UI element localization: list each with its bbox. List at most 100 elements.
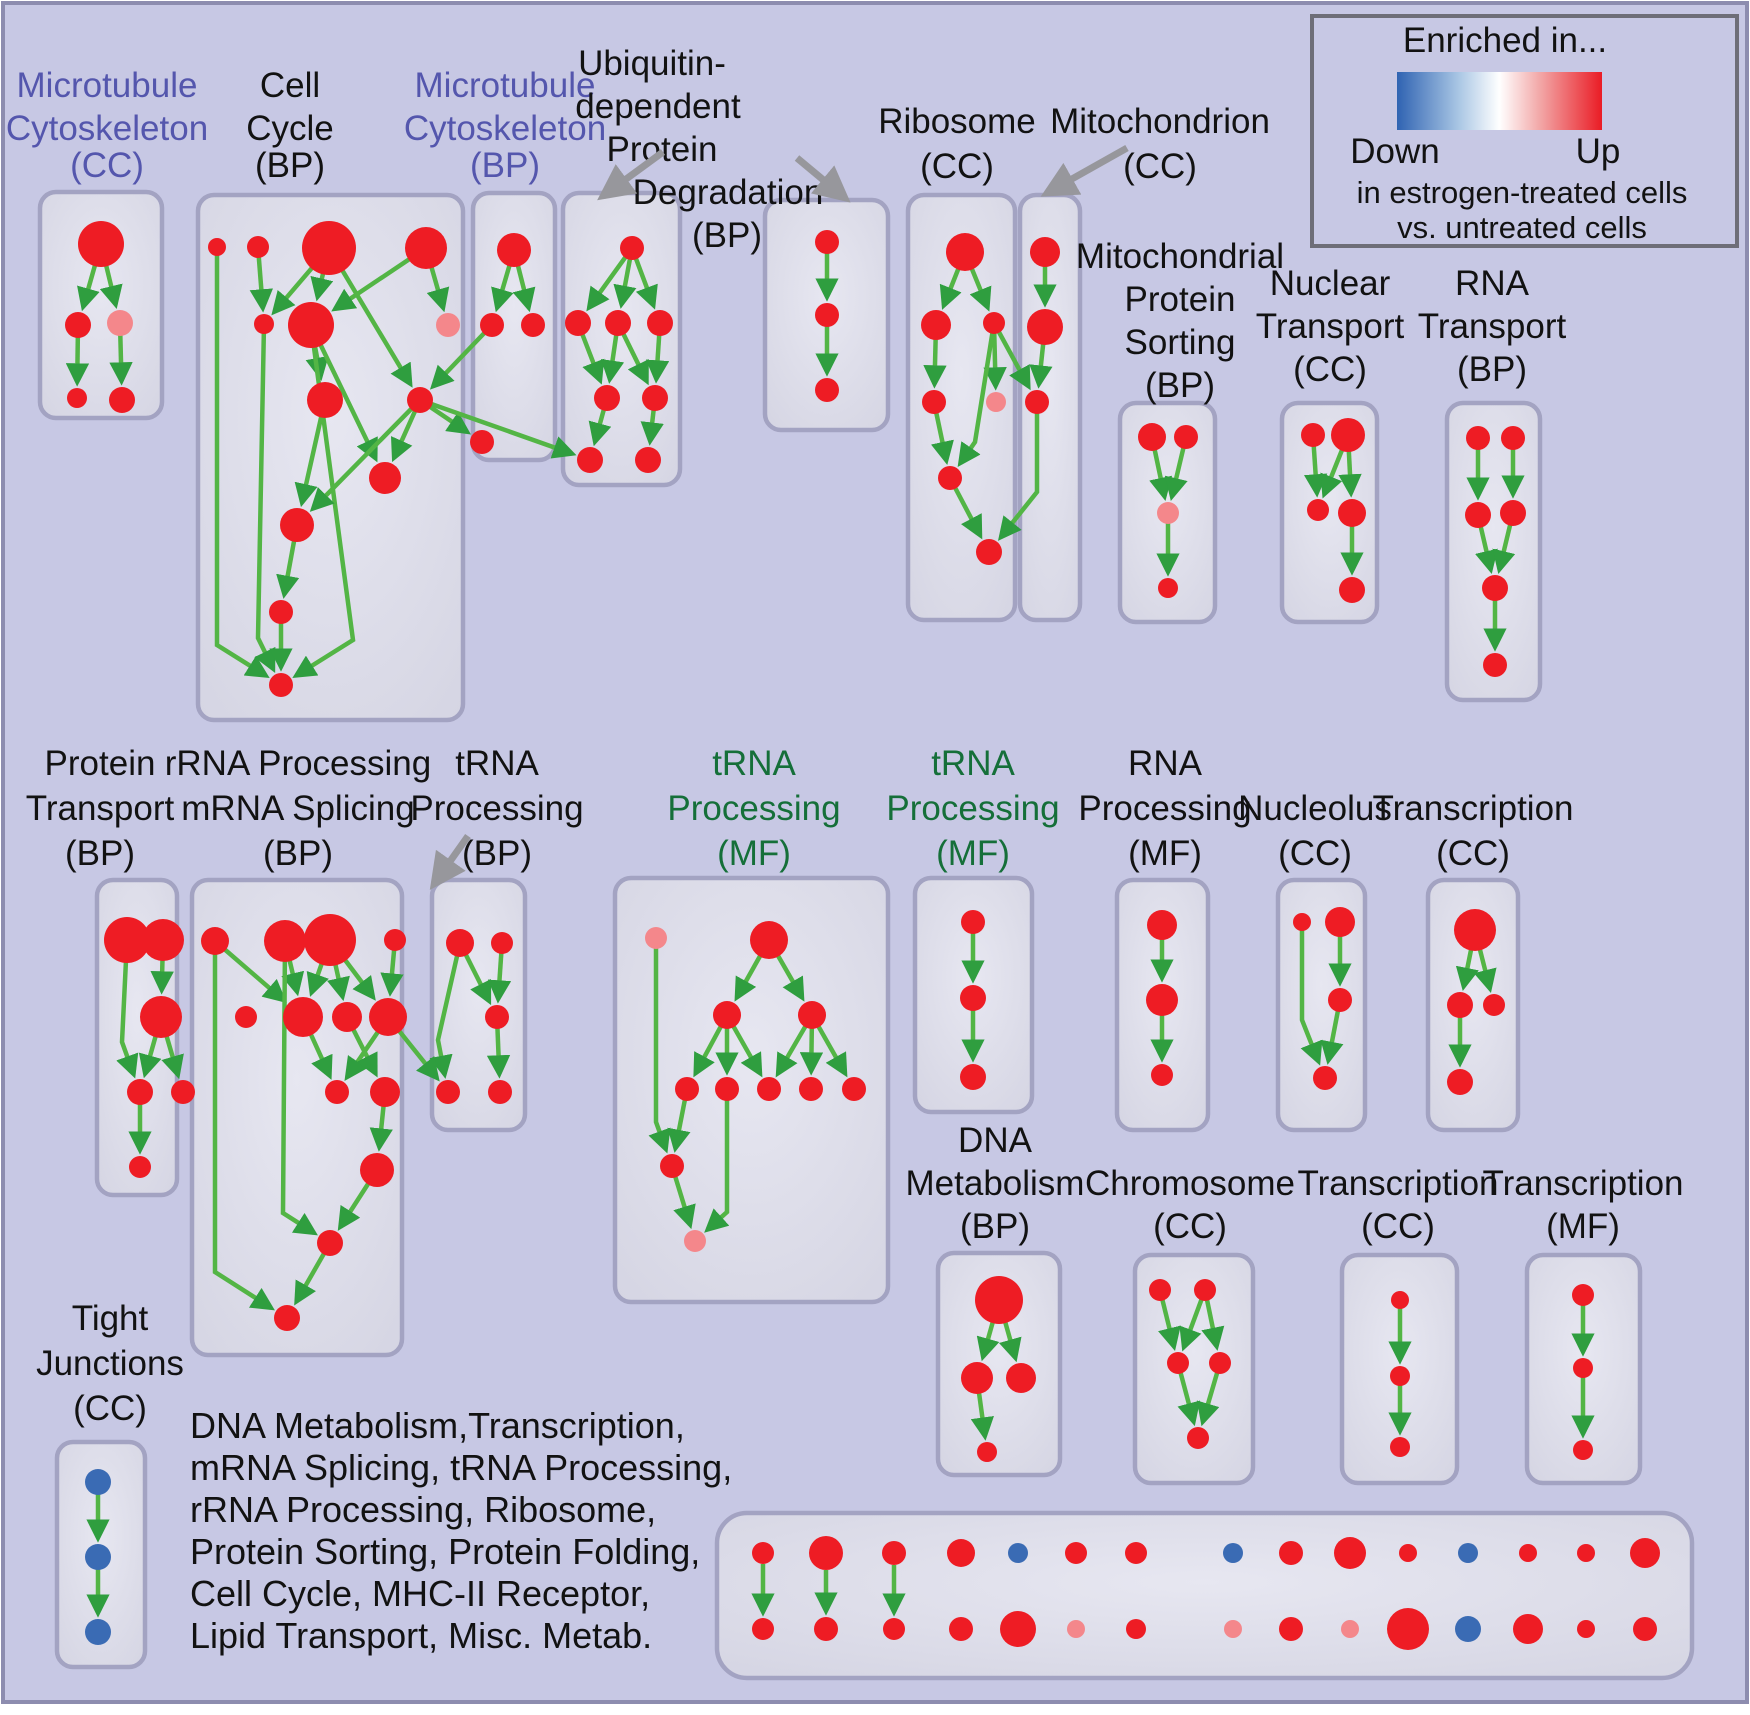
go-term-node [171, 1080, 195, 1104]
cluster-label-nucleolus-cc: Nucleolus (CC) [1238, 789, 1392, 873]
go-term-node [370, 1077, 400, 1107]
go-term-node [1030, 237, 1060, 267]
go-term-node [1399, 1544, 1417, 1562]
go-term-node [983, 312, 1005, 334]
go-term-node [1500, 500, 1526, 526]
go-term-node [485, 1005, 509, 1029]
go-term-node [975, 1276, 1023, 1324]
label-pointer-arrow-icon [429, 833, 471, 890]
go-term-node [1482, 575, 1508, 601]
go-cross-edge [429, 323, 494, 390]
go-term-node [1465, 502, 1491, 528]
go-term-node [922, 390, 946, 414]
legend-up-label: Up [1576, 132, 1621, 171]
go-term-node [1519, 1544, 1537, 1562]
go-term-node [1328, 988, 1352, 1012]
legend-gradient-bar [1397, 72, 1602, 130]
cluster-label-trna-processing-mf-large: tRNA Processing (MF) [667, 744, 840, 873]
cluster-label-chromosome-cc: Chromosome (CC) [1085, 1164, 1295, 1246]
cluster-label-trna-processing-mf-small: tRNA Processing (MF) [886, 744, 1059, 873]
cluster-label-transcription-mf: Transcription (MF) [1483, 1164, 1684, 1246]
go-term-node [1577, 1620, 1595, 1638]
go-term-node [752, 1542, 774, 1564]
go-term-node [1390, 1366, 1410, 1386]
go-term-node [882, 1541, 906, 1565]
go-edge [957, 322, 997, 468]
cluster-label-mitochondrion-cc: Mitochondrion (CC) [1050, 102, 1270, 186]
go-term-node [645, 927, 667, 949]
go-term-node [986, 392, 1006, 412]
go-term-node [1138, 423, 1166, 451]
go-term-node [1513, 1614, 1543, 1644]
go-term-node [961, 910, 985, 934]
go-edge [213, 939, 287, 1004]
go-edge [704, 1089, 730, 1233]
go-term-node [620, 236, 644, 260]
go-term-node [809, 1536, 843, 1570]
go-term-node [1006, 1363, 1036, 1393]
go-term-node [1027, 309, 1063, 345]
go-term-node [446, 929, 474, 957]
go-term-node [961, 1362, 993, 1394]
go-term-node [1279, 1541, 1303, 1565]
go-term-node [78, 221, 124, 267]
go-term-node [976, 539, 1002, 565]
cluster-box-dna-metabolism-bp [935, 1250, 1063, 1478]
go-term-node [405, 227, 447, 269]
go-term-node [1149, 1279, 1171, 1301]
cluster-box-ubiquitin-dependent-protein-degradation-bp [560, 190, 683, 488]
go-term-node [332, 1002, 362, 1032]
go-term-node [1458, 1543, 1478, 1563]
go-term-node [594, 385, 620, 411]
go-term-node [129, 1156, 151, 1178]
go-term-node [1125, 1542, 1147, 1564]
go-term-node [85, 1619, 111, 1645]
go-term-node [497, 233, 531, 267]
go-term-node [1325, 907, 1355, 937]
go-term-node [1455, 1616, 1481, 1642]
go-term-node [1331, 418, 1365, 452]
go-term-node [85, 1469, 111, 1495]
go-term-node [1151, 1064, 1173, 1086]
cluster-label-mitochondrial-protein-sorting-bp: Mitochondrial Protein Sorting (BP) [1076, 237, 1284, 405]
go-term-node [815, 230, 839, 254]
cluster-box-mixed-terms [714, 1510, 1695, 1681]
go-term-node [947, 1539, 975, 1567]
cluster-label-trna-processing-bp: tRNA Processing (BP) [410, 744, 583, 873]
go-cross-edge [419, 397, 577, 459]
go-term-node [675, 1077, 699, 1101]
go-term-node [1447, 1069, 1473, 1095]
go-term-node [752, 1618, 774, 1640]
go-term-node [815, 378, 839, 402]
cluster-label-transcription-cc-lower: Transcription (CC) [1298, 1164, 1499, 1246]
go-term-node [684, 1230, 706, 1252]
go-term-node [104, 917, 150, 963]
legend-title: Enriched in... [1403, 21, 1607, 60]
cluster-label-rna-transport-bp: RNA Transport (BP) [1418, 264, 1567, 389]
go-term-node [605, 310, 631, 336]
cluster-label-ribosome-cc: Ribosome (CC) [878, 102, 1036, 186]
go-term-node [715, 1077, 739, 1101]
go-term-node [1146, 984, 1178, 1016]
go-term-node [264, 920, 306, 962]
go-term-node [938, 466, 962, 490]
go-term-node [1307, 499, 1329, 521]
go-term-node [521, 313, 545, 337]
go-term-node [360, 1153, 394, 1187]
go-term-node [1633, 1617, 1657, 1641]
go-term-node [960, 985, 986, 1011]
go-edge [214, 247, 270, 678]
cluster-label-rna-processing-mf: RNA Processing (MF) [1078, 744, 1251, 873]
go-term-node [65, 312, 91, 338]
go-term-node [302, 221, 356, 275]
go-term-node [1387, 1608, 1429, 1650]
go-term-node [280, 508, 314, 542]
go-term-node [1313, 1066, 1337, 1090]
label-pointer-arrow-icon [1040, 144, 1129, 197]
cluster-label-transcription-cc-upper: Transcription (CC) [1373, 789, 1574, 873]
legend-down-label: Down [1350, 132, 1439, 171]
go-term-node [369, 998, 407, 1036]
go-term-node [814, 1617, 838, 1641]
cluster-label-rrna-processing-mrna-splicing-bp: rRNA Processing mRNA Splicing (BP) [165, 744, 431, 873]
